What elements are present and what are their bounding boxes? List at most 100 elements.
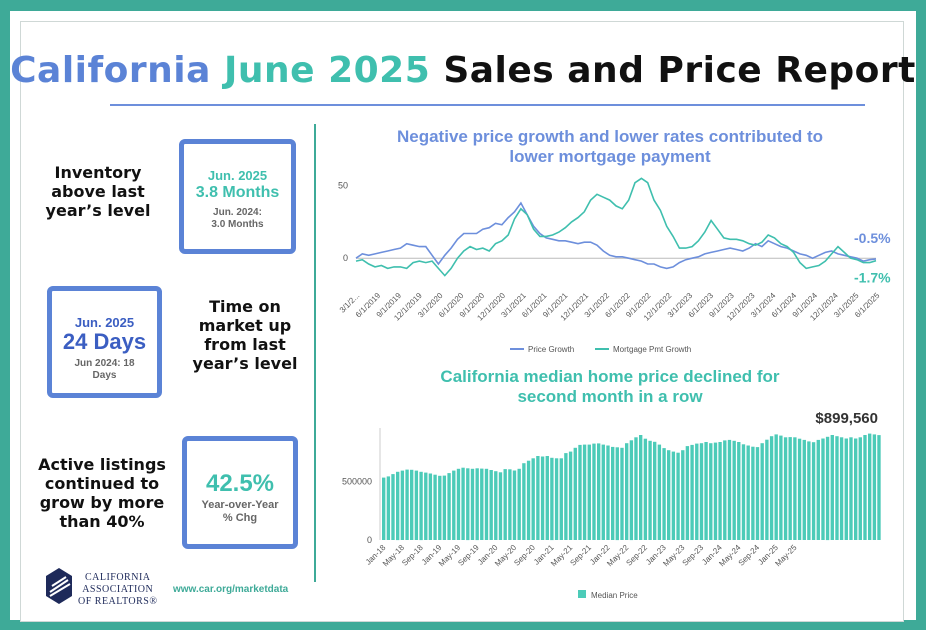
listings-sub-line: % Chg — [222, 512, 258, 524]
bar — [695, 443, 699, 540]
bar — [554, 458, 559, 540]
dom-label-line: market up — [198, 316, 292, 335]
inventory-label-line: Inventory — [54, 163, 142, 182]
bar — [550, 457, 554, 541]
bar — [681, 450, 685, 540]
column-divider — [314, 124, 316, 582]
bar — [606, 445, 610, 540]
bar — [597, 443, 601, 540]
dom-label-line: year’s level — [192, 354, 298, 373]
x-tick-label: Sep-21 — [568, 543, 593, 568]
bar — [494, 471, 498, 540]
x-tick-label: May-25 — [773, 543, 799, 569]
bar — [723, 440, 727, 540]
bar — [484, 468, 489, 540]
bar — [816, 439, 820, 540]
bar — [685, 446, 690, 540]
bar — [863, 435, 867, 540]
listings-sub-line: Year-over-Year — [201, 499, 279, 511]
bar — [690, 444, 694, 540]
dom-prior-line: Jun 2024: 18 — [74, 358, 135, 369]
bar — [475, 468, 479, 541]
title-part-3: Sales and Price Report — [443, 50, 916, 91]
inventory-label-line: year’s level — [45, 201, 151, 220]
bar — [751, 446, 755, 540]
dom-prior-line: Days — [92, 370, 117, 381]
page-title: California June 2025 Sales and Price Rep… — [0, 50, 926, 91]
bar — [760, 443, 764, 540]
x-tick-label: Sep-24 — [737, 543, 762, 568]
bar — [428, 473, 433, 540]
bar — [564, 453, 568, 540]
y-tick-label: 0 — [343, 253, 348, 263]
bar — [872, 434, 877, 540]
bar — [699, 443, 704, 540]
bar — [400, 470, 405, 540]
bar — [456, 468, 461, 540]
title-part-2: June 2025 — [223, 50, 431, 91]
bar — [648, 440, 652, 540]
bar — [629, 440, 634, 541]
inventory-value: 3.8 Months — [195, 184, 280, 201]
bar — [512, 470, 517, 540]
inventory-prior: Jun. 2024: 3.0 Months — [184, 207, 291, 231]
legend-label: Price Growth — [528, 345, 574, 354]
listings-label: Active listings continued to grow by mor… — [38, 455, 166, 531]
bar — [643, 438, 648, 540]
bar — [849, 437, 853, 540]
bar — [718, 442, 722, 540]
x-tick-label: Sep-18 — [400, 543, 425, 568]
bar — [858, 437, 862, 540]
bar — [741, 444, 746, 540]
bar — [779, 435, 783, 540]
x-tick-label: Sep-20 — [512, 543, 537, 568]
bar — [447, 473, 451, 540]
bar — [774, 434, 778, 540]
bar — [531, 458, 535, 540]
bar — [765, 439, 769, 540]
legend-label: Median Price — [591, 591, 638, 600]
bar — [611, 446, 615, 540]
bar — [503, 469, 507, 540]
bar — [783, 437, 788, 540]
dom-value: 24 Days — [62, 329, 147, 354]
logo-line: OF REALTORS® — [78, 596, 158, 607]
bar — [601, 444, 605, 540]
inventory-label: Inventory above last year’s level — [38, 163, 158, 220]
inventory-prior-line: 3.0 Months — [211, 219, 264, 230]
bar — [568, 451, 573, 540]
bar — [802, 439, 806, 540]
y-tick-label: 0 — [367, 535, 372, 545]
line-chart-title-line: Negative price growth and lower rates co… — [396, 127, 823, 146]
end-label-latest-price: $899,560 — [815, 410, 878, 427]
bar — [517, 468, 521, 540]
bar — [732, 440, 736, 540]
bar — [639, 435, 643, 540]
bar — [667, 450, 671, 540]
listings-label-line: continued to — [44, 474, 160, 493]
logo-line: ASSOCIATION — [82, 584, 154, 595]
bar — [536, 456, 540, 540]
bar — [480, 468, 484, 540]
bar — [433, 474, 437, 540]
marketdata-link[interactable]: www.car.org/marketdata — [173, 584, 289, 595]
bar — [825, 436, 830, 541]
bar — [452, 470, 456, 540]
bar — [671, 451, 676, 540]
listings-sub: Year-over-Year % Chg — [187, 499, 293, 525]
x-tick-label: Sep-19 — [456, 543, 481, 568]
bar — [442, 475, 447, 540]
logo-line: CALIFORNIA — [84, 572, 151, 583]
bar — [615, 447, 619, 541]
inventory-date: Jun. 2025 — [207, 168, 268, 183]
logo-text: CALIFORNIA ASSOCIATION OF REALTORS® — [78, 572, 157, 608]
bar — [676, 452, 680, 540]
bar — [807, 441, 811, 540]
dom-label: Time on market up from last year’s level — [190, 297, 300, 373]
listings-label-line: grow by more — [39, 493, 165, 512]
listings-value: 42.5% — [205, 470, 275, 497]
legend-swatch — [578, 590, 586, 598]
bar — [830, 435, 834, 540]
dom-box: Jun. 2025 24 Days Jun 2024: 18 Days — [47, 286, 162, 398]
dom-label-line: Time on — [209, 297, 281, 316]
